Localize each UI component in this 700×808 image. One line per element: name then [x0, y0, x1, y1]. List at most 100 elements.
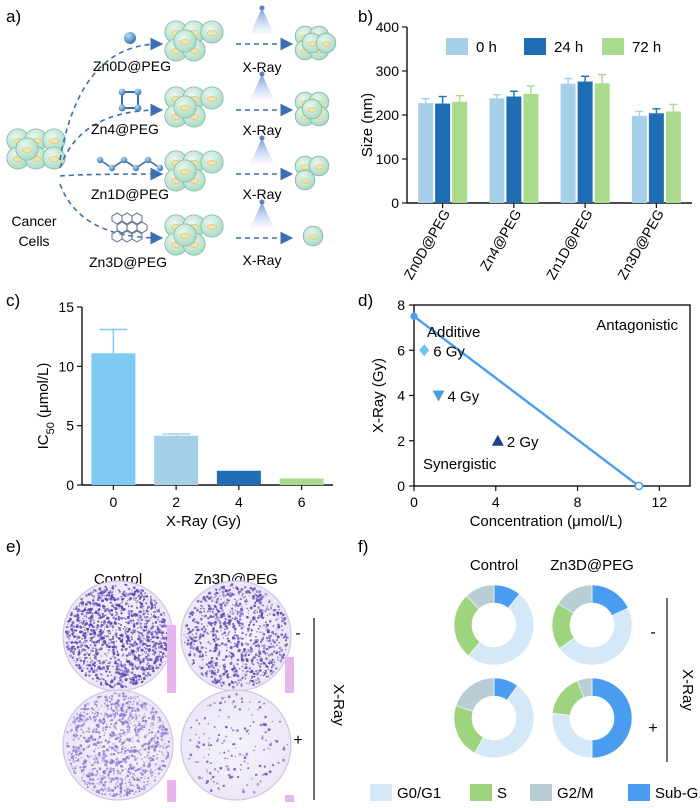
colony-dot	[138, 638, 141, 641]
colony-dot	[215, 601, 218, 604]
colony-dot	[205, 675, 208, 677]
colony-dot	[136, 646, 140, 650]
colony-dot	[253, 749, 255, 752]
colony-dot	[84, 740, 87, 743]
colony-dot	[196, 609, 199, 612]
colony-dot	[98, 639, 101, 642]
colony-dot	[94, 767, 97, 770]
colony-dot	[108, 789, 111, 792]
colony-dot	[150, 598, 153, 602]
colony-dot	[162, 724, 165, 726]
colony-dot	[106, 635, 110, 638]
colony-dot	[208, 591, 212, 595]
colony-dot	[199, 633, 202, 636]
colony-dot	[99, 616, 103, 619]
colony-dot	[191, 645, 194, 647]
colony-dot	[231, 703, 234, 705]
colony-dot	[257, 678, 260, 681]
panel-e-label: e)	[6, 537, 21, 556]
colony-dot	[191, 640, 194, 643]
colony-dot	[214, 662, 217, 665]
colony-dot	[86, 786, 89, 789]
colony-dot	[164, 655, 167, 658]
colony-dot	[104, 608, 108, 612]
colony-dot	[83, 667, 85, 669]
colony-dot	[242, 650, 245, 653]
colony-dot	[149, 712, 152, 715]
colony-dot	[100, 713, 103, 715]
colony-dot	[104, 652, 107, 656]
colony-dot	[223, 628, 226, 631]
colony-dot	[96, 633, 100, 637]
colony-dot	[90, 711, 92, 713]
colony-dot	[120, 624, 122, 627]
colony-dot	[124, 720, 127, 724]
colony-dot	[82, 642, 84, 644]
colony-dot	[235, 673, 239, 677]
colony-dot	[276, 611, 280, 615]
colony-dot	[68, 758, 70, 761]
colony-dot	[135, 651, 138, 653]
colony-dot	[241, 609, 244, 612]
colony-dot	[265, 665, 269, 668]
colony-dot	[213, 725, 216, 728]
colony-dot	[99, 695, 102, 698]
colony-dot	[154, 651, 157, 654]
colony-dot	[234, 609, 237, 612]
colony-dot	[72, 720, 76, 724]
colony-dot	[98, 783, 100, 786]
colony-dot	[255, 669, 258, 673]
colony-dot	[127, 774, 129, 777]
colony-dot	[102, 637, 106, 640]
colony-dot	[264, 610, 267, 613]
colony-dot	[250, 677, 253, 679]
cancer-cells-label-line2: Cells	[18, 233, 49, 249]
colony-dot	[109, 700, 112, 703]
colony-dot	[164, 764, 167, 768]
colony-dot	[113, 683, 117, 687]
point-label: 6 Gy	[433, 343, 465, 360]
colony-dot	[139, 616, 142, 620]
colony-dot	[127, 700, 131, 704]
colony-dot	[272, 625, 275, 627]
colony-dot	[114, 617, 118, 621]
colony-dot	[85, 653, 87, 655]
colony-dot	[105, 682, 108, 685]
colony-dot	[88, 647, 90, 649]
colony-dot	[154, 615, 157, 619]
colony-dot	[120, 750, 123, 754]
colony-dot	[261, 631, 263, 633]
colony-dot	[285, 643, 289, 646]
colony-dot	[214, 593, 217, 596]
colony-dot	[96, 714, 99, 717]
colony-dot	[90, 734, 94, 738]
colony-dot	[140, 615, 143, 618]
colony-dot	[100, 593, 104, 597]
colony-dot	[135, 597, 137, 599]
colony-dot	[102, 717, 106, 721]
colony-dot	[239, 610, 242, 614]
colony-dot	[230, 655, 233, 659]
colony-dot	[128, 739, 132, 743]
colony-dot	[160, 638, 162, 640]
colony-dot	[108, 671, 111, 673]
colony-dot	[151, 774, 154, 777]
colony-dot	[229, 676, 232, 678]
colony-dot	[258, 670, 260, 672]
colony-dot	[278, 626, 281, 629]
colony-dot	[193, 607, 196, 610]
colony-dot	[124, 632, 127, 635]
colony-dot	[126, 616, 130, 619]
colony-dot	[159, 657, 163, 660]
colony-dot	[226, 765, 229, 768]
colony-dot	[120, 648, 124, 651]
colony-dot	[102, 624, 104, 627]
colony-dot	[156, 744, 159, 746]
colony-dot	[244, 663, 248, 666]
colony-dot	[136, 631, 139, 633]
colony-dot	[220, 602, 223, 605]
colony-dot	[150, 722, 154, 725]
colony-dot	[147, 716, 151, 720]
colony-dot	[158, 765, 162, 768]
zn4-cluster-icon	[121, 91, 139, 109]
